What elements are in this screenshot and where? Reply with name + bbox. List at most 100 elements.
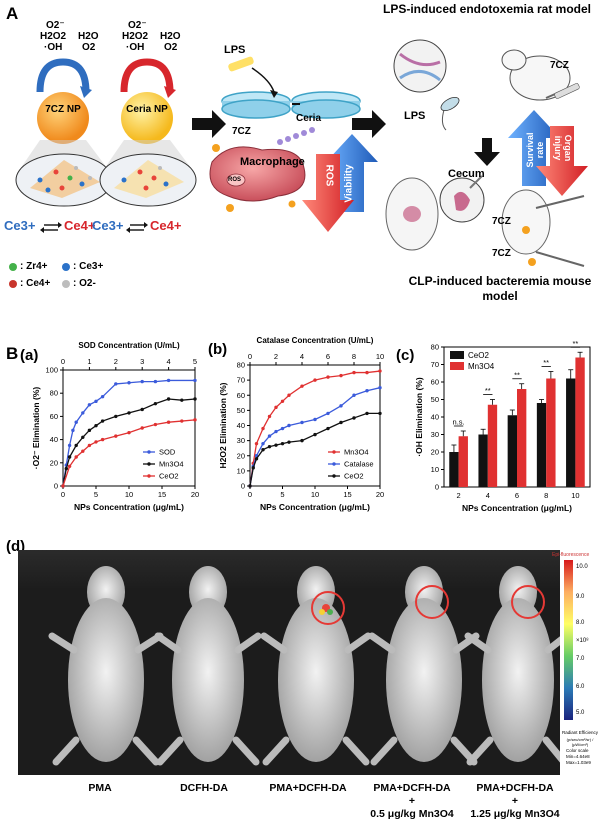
legend-label-Mn3O4: Mn3O4 — [344, 448, 369, 457]
x-tick-label: 10 — [571, 491, 579, 500]
lps-rat-illustration — [393, 39, 580, 131]
clp-7cz-b: 7CZ — [492, 248, 511, 259]
data-point-CeO2 — [94, 440, 98, 444]
y-tick-label: 0 — [54, 482, 58, 491]
ce-right-a: Ce3+ — [92, 218, 124, 233]
data-point-Mn3O4 — [87, 428, 92, 433]
legend-label-CeO2: CeO2 — [468, 351, 489, 360]
top-tick-label: 2 — [114, 357, 118, 366]
ce-equilibrium-arrows — [40, 222, 148, 233]
np-ceria — [99, 58, 197, 207]
y-axis-label: ·O2⁻ Elimination (%) — [31, 387, 41, 470]
data-point-SOD — [74, 420, 78, 424]
data-point-CeO2 — [248, 484, 252, 488]
np-7cz-label: 7CZ NP — [45, 104, 81, 115]
data-point-CeO2 — [352, 416, 356, 420]
data-point-CeO2 — [251, 466, 255, 470]
y-tick-label: 50 — [237, 406, 245, 415]
mouse-3 — [260, 566, 372, 766]
lps-model-title: LPS-induced endotoxemia rat model — [382, 2, 592, 16]
arrow-right-1 — [192, 110, 226, 138]
ros-signal-ring-1 — [311, 591, 345, 625]
data-point-SOD — [166, 378, 171, 383]
legend-marker-CeO2 — [147, 474, 151, 478]
survival-arrow — [508, 110, 560, 186]
legend-label-Mn3O4: Mn3O4 — [159, 460, 184, 469]
data-point-Catalase — [280, 426, 285, 431]
macrophage-cell — [209, 144, 306, 212]
panel-b-sub-b: (b) — [208, 341, 228, 358]
scale-tick-4: 6.0 — [576, 684, 585, 690]
np-7cz — [15, 58, 113, 207]
y-tick-label: 60 — [237, 391, 245, 400]
data-point-Catalase — [313, 417, 317, 422]
scale-min: Min=4.64e8 — [566, 754, 590, 759]
ros-right-oh: ·OH — [126, 42, 145, 53]
x-tick-label: 5 — [280, 490, 284, 499]
data-point-SOD — [71, 428, 75, 433]
x-tick-label: 20 — [191, 490, 199, 499]
data-point-CeO2 — [74, 455, 78, 459]
ros-signal-ring-2 — [415, 585, 449, 619]
viability-arrow — [326, 134, 378, 212]
data-point-Mn3O4 — [300, 384, 304, 388]
data-point-Mn3O4 — [166, 397, 171, 401]
data-point-Mn3O4 — [94, 423, 98, 428]
y-tick-label: 40 — [431, 413, 439, 422]
data-point-SOD — [81, 411, 85, 415]
np-ceria-label: Ceria NP — [126, 104, 168, 115]
panel-a-figure — [9, 39, 588, 288]
top-tick-label: 3 — [140, 357, 144, 366]
data-point-Mn3O4 — [287, 393, 291, 397]
data-point-Mn3O4 — [352, 370, 356, 375]
data-point-CeO2 — [67, 464, 72, 468]
data-point-SOD — [114, 382, 118, 386]
data-point-SOD — [67, 443, 72, 448]
data-point-CeO2 — [193, 418, 197, 422]
data-point-Mn3O4 — [378, 369, 382, 373]
legend-ce3: : Ce3+ — [73, 261, 104, 272]
bar-CeO2 — [449, 452, 459, 487]
data-point-CeO2 — [267, 444, 272, 449]
data-point-CeO2 — [339, 420, 343, 425]
panel-b-sub-c: (c) — [396, 347, 415, 364]
legend-swatch-CeO2 — [450, 351, 464, 359]
scale-max: Max=1.03e9 — [566, 760, 591, 765]
data-point-CeO2 — [100, 437, 105, 442]
organ-injury-arrow — [536, 126, 588, 196]
ce-left-b: Ce4+ — [64, 218, 96, 233]
data-point-SOD — [87, 403, 92, 407]
ros-arrow — [302, 154, 354, 232]
data-point-CeO2 — [87, 443, 92, 448]
legend-label-CeO2: CeO2 — [344, 472, 364, 481]
y-tick-label: 40 — [50, 435, 58, 444]
x-tick-label: 10 — [125, 490, 133, 499]
y-tick-label: 30 — [237, 436, 245, 445]
mouse-1 — [48, 566, 164, 766]
legend-marker-Mn3O4 — [332, 450, 336, 454]
data-point-CeO2 — [261, 448, 265, 452]
y-tick-label: 10 — [237, 466, 245, 475]
data-point-Mn3O4 — [280, 399, 285, 403]
x-tick-label: 5 — [94, 490, 98, 499]
panel-b-letter: B — [6, 344, 19, 363]
x-tick-label: 6 — [515, 491, 519, 500]
data-point-CeO2 — [254, 457, 259, 461]
top-tick-label: 5 — [193, 357, 197, 366]
scale-multiplier: ×10⁸ — [576, 638, 589, 644]
bar-Mn3O4 — [546, 378, 556, 487]
bar-Mn3O4 — [458, 436, 468, 487]
ros-left-o2b: O2 — [82, 42, 96, 53]
legend-ce3-dot — [62, 263, 70, 271]
data-point-Mn3O4 — [140, 407, 144, 412]
y-tick-label: 60 — [50, 412, 58, 421]
legend-label-SOD: SOD — [159, 448, 176, 457]
x-axis-label: NPs Concentration (μg/mL) — [260, 502, 370, 512]
data-point-Mn3O4 — [153, 401, 158, 406]
bar-Mn3O4 — [517, 389, 527, 487]
top-tick-label: 4 — [167, 357, 171, 366]
data-point-Catalase — [267, 434, 272, 438]
y-tick-label: 80 — [237, 361, 245, 370]
sod-chart: SOD Concentration (U/mL) 0 1 2 3 4 5 0 5 10 15 20 0 2… — [31, 341, 199, 512]
data-point-Catalase — [378, 385, 382, 390]
